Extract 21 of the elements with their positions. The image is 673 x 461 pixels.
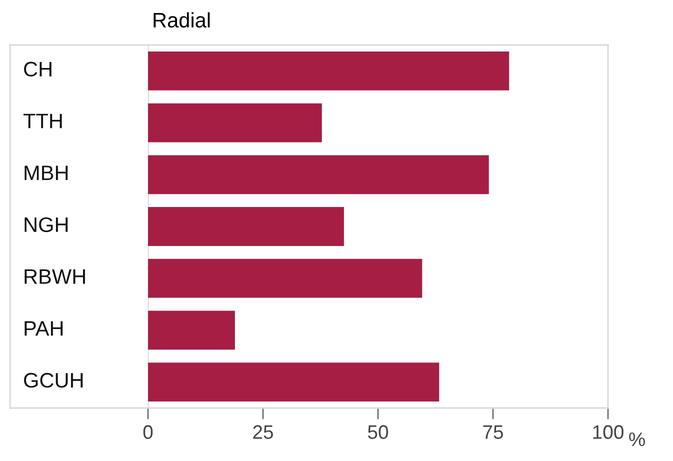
y-tick-label: CH bbox=[24, 62, 52, 77]
bar bbox=[148, 155, 489, 194]
y-tick-label: NGH bbox=[24, 217, 68, 232]
bar bbox=[148, 258, 422, 298]
bar bbox=[148, 310, 235, 350]
bar bbox=[148, 362, 440, 402]
chart-title: Radial bbox=[154, 12, 210, 28]
bar bbox=[148, 207, 344, 246]
x-tick-label: 0 bbox=[143, 425, 153, 439]
y-tick-label: MBH bbox=[24, 166, 68, 180]
x-axis-title: % bbox=[629, 432, 645, 446]
bar bbox=[148, 51, 510, 90]
x-tick-label: 25 bbox=[253, 425, 273, 439]
y-tick-label: RBWH bbox=[24, 269, 85, 284]
x-tick-label: 75 bbox=[483, 425, 503, 439]
y-tick-label: GCUH bbox=[24, 372, 83, 388]
x-tick-label: 100 bbox=[593, 425, 624, 439]
y-tick-label: PAH bbox=[24, 321, 63, 336]
bar bbox=[148, 103, 322, 142]
x-tick-label: 50 bbox=[368, 425, 388, 439]
y-tick-label: TTH bbox=[23, 114, 62, 128]
